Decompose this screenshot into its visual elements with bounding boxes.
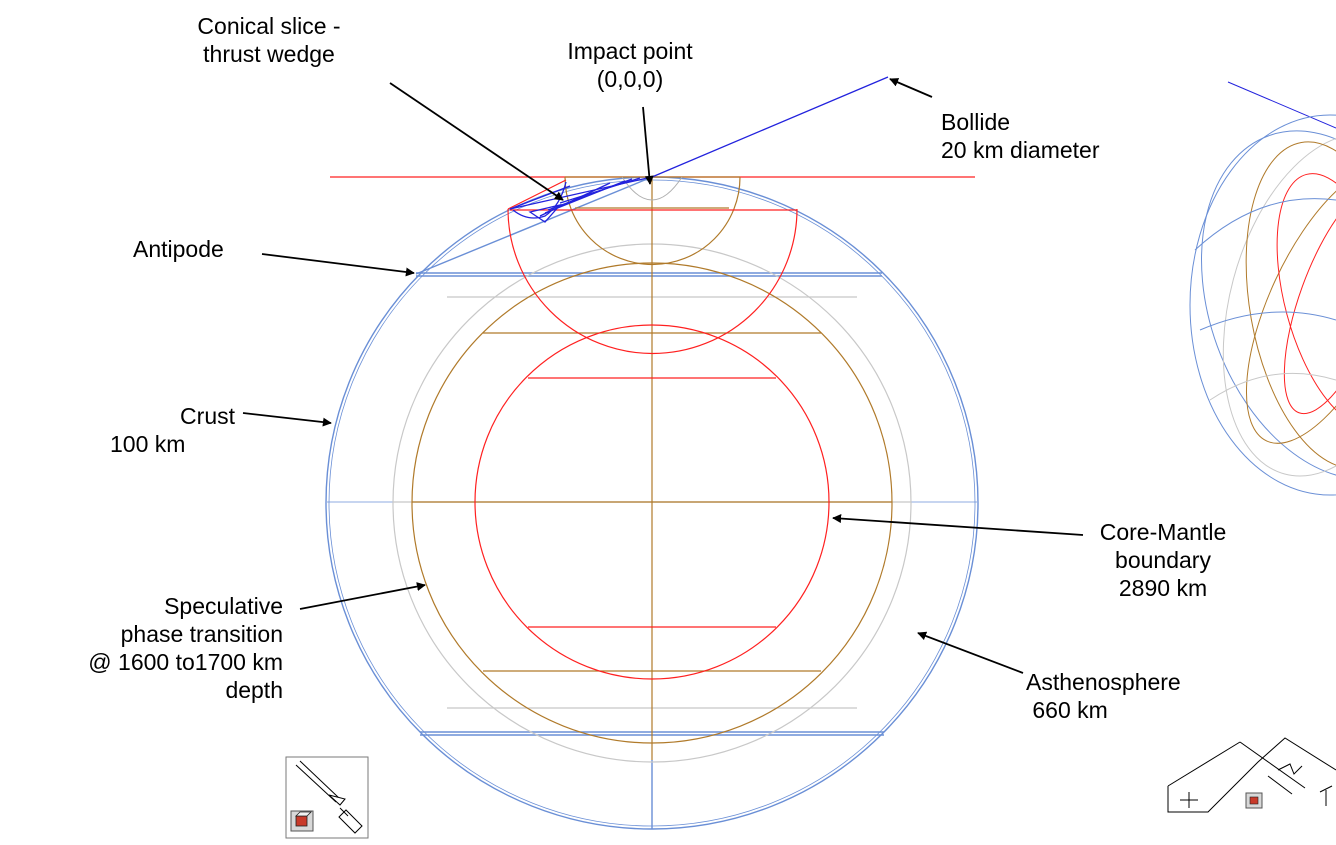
- label-line: (0,0,0): [596, 66, 664, 92]
- core-mantle-sphere: [474, 179, 830, 680]
- phase-transition-sphere: [411, 176, 893, 760]
- perspective-view: [1189, 81, 1336, 496]
- axis-triad-icon[interactable]: [1167, 737, 1336, 813]
- label-line: Impact point: [567, 38, 693, 64]
- label-line: 2890 km: [1118, 575, 1208, 601]
- arrow-antipode: [261, 253, 415, 277]
- label-line: Bollide: [941, 109, 1011, 135]
- arrow-conical-slice: [389, 82, 564, 201]
- label-asthenosphere: Asthenosphere 660 km: [1026, 668, 1226, 724]
- label-line: 20 km diameter: [941, 137, 1100, 163]
- arrow-core-mantle: [832, 514, 1084, 536]
- arrow-crust: [242, 412, 332, 427]
- label-impact-point: Impact point (0,0,0): [540, 37, 720, 93]
- label-antipode: Antipode: [133, 235, 273, 263]
- label-bollide: Bollide 20 km diameter: [941, 108, 1201, 164]
- label-line: boundary: [1115, 547, 1211, 573]
- label-line: Speculative: [164, 593, 283, 619]
- label-line: 100 km: [110, 431, 186, 457]
- label-phase-transition: Speculative phase transition @ 1600 to17…: [0, 592, 283, 704]
- label-line: Crust: [180, 403, 235, 429]
- label-line: depth: [225, 677, 283, 703]
- arrow-asthenosphere: [917, 631, 1024, 674]
- label-line: @ 1600 to1700 km: [88, 649, 283, 675]
- bolide-trajectory: [509, 76, 889, 223]
- label-line: phase transition: [120, 621, 283, 647]
- arrow-bollide: [889, 78, 933, 98]
- label-line: 660 km: [1026, 697, 1108, 723]
- label-conical-slice: Conical slice - thrust wedge: [164, 12, 374, 68]
- annotation-arrows: [242, 78, 1084, 674]
- label-line: Core-Mantle: [1099, 519, 1227, 545]
- label-line: Antipode: [133, 236, 224, 262]
- label-crust: Crust 100 km: [110, 402, 235, 458]
- view-cube-icon[interactable]: [290, 810, 314, 832]
- label-core-mantle: Core-Mantle boundary 2890 km: [1083, 518, 1243, 602]
- impact-crater-detail: [621, 176, 683, 201]
- label-line: Asthenosphere: [1026, 669, 1181, 695]
- label-line: thrust wedge: [203, 41, 335, 67]
- label-line: Conical slice -: [197, 13, 341, 39]
- arrow-phase-transition: [299, 582, 426, 610]
- arrow-impact-point: [642, 106, 654, 185]
